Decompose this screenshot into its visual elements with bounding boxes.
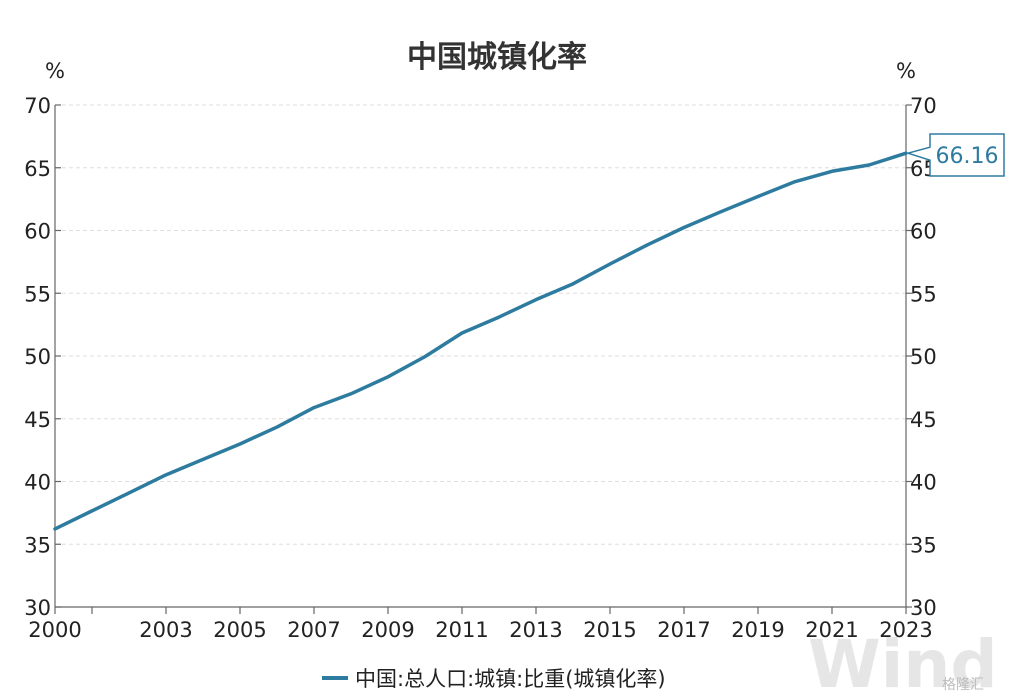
x-tick-label: 2023: [879, 618, 932, 642]
x-tick-label: 2021: [805, 618, 858, 642]
callout-label: 66.16: [936, 144, 999, 169]
x-tick-label: 2013: [509, 618, 562, 642]
x-tick-label: 2019: [731, 618, 784, 642]
left-tick-label: 65: [24, 157, 51, 181]
right-axis-unit: %: [896, 59, 916, 83]
chart-title: 中国城镇化率: [407, 40, 587, 75]
left-axis-ticks: 30 35 40 45 50 55 60 65 70: [24, 94, 61, 620]
left-tick-label: 45: [24, 408, 51, 432]
right-tick-label: 55: [910, 282, 937, 306]
watermark-wind: Wind: [808, 626, 998, 698]
x-tick-label: 2015: [583, 618, 636, 642]
right-tick-label: 50: [910, 345, 937, 369]
left-axis-unit: %: [45, 59, 65, 83]
x-tick-label: 2000: [28, 618, 81, 642]
gridlines: [55, 104, 906, 545]
x-tick-label: 2011: [435, 618, 488, 642]
left-tick-label: 35: [24, 533, 51, 557]
x-tick-label: 2007: [287, 618, 340, 642]
x-axis-ticks: 2000 2003 2005 2007 2009 2011 2013 2015 2017 2019…: [28, 607, 933, 642]
legend-label: 中国:总人口:城镇:比重(城镇化率): [355, 667, 666, 691]
left-tick-label: 40: [24, 471, 51, 495]
x-tick-label: 2003: [139, 618, 192, 642]
left-tick-label: 60: [24, 220, 51, 244]
value-callout: 66.16: [905, 133, 1005, 177]
series-line: [53, 151, 908, 531]
series-layer: [53, 151, 908, 531]
right-tick-label: 35: [910, 533, 937, 557]
x-tick-label: 2005: [213, 618, 266, 642]
right-tick-label: 30: [910, 596, 937, 620]
right-tick-label: 40: [910, 471, 937, 495]
right-tick-label: 60: [910, 220, 937, 244]
left-tick-label: 70: [24, 94, 51, 118]
callout-box: [905, 133, 1005, 177]
right-tick-label: 70: [910, 94, 937, 118]
left-tick-label: 55: [24, 282, 51, 306]
left-tick-label: 30: [24, 596, 51, 620]
legend: 中国:总人口:城镇:比重(城镇化率): [322, 667, 666, 691]
watermark-source: 格隆汇: [942, 677, 984, 693]
x-tick-label: 2017: [657, 618, 710, 642]
left-tick-label: 50: [24, 345, 51, 369]
right-tick-label: 45: [910, 408, 937, 432]
x-tick-label: 2009: [361, 618, 414, 642]
